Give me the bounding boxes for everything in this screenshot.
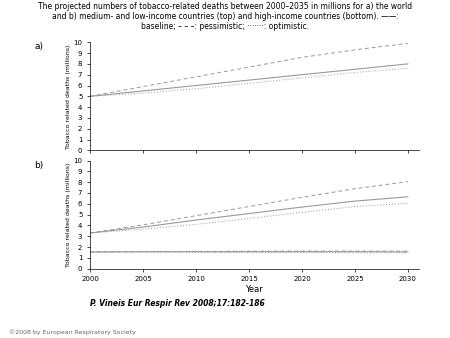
Text: a): a) <box>34 42 43 51</box>
Y-axis label: Tobacco related deaths (millions): Tobacco related deaths (millions) <box>66 163 71 267</box>
Text: P. Vineis Eur Respir Rev 2008;17:182-186: P. Vineis Eur Respir Rev 2008;17:182-186 <box>90 299 265 308</box>
Text: b): b) <box>34 161 43 170</box>
Text: ©2008 by European Respiratory Society: ©2008 by European Respiratory Society <box>9 329 136 335</box>
Text: The projected numbers of tobacco-related deaths between 2000–2035 in millions fo: The projected numbers of tobacco-related… <box>38 2 412 31</box>
X-axis label: Year: Year <box>245 285 263 294</box>
Y-axis label: Tobacco related deaths (millions): Tobacco related deaths (millions) <box>66 44 71 148</box>
